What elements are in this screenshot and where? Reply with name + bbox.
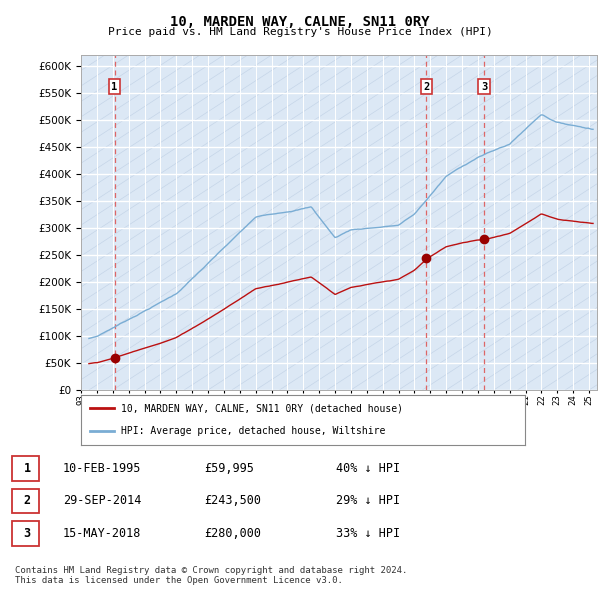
Text: £280,000: £280,000 (204, 527, 261, 540)
Text: 29-SEP-2014: 29-SEP-2014 (63, 494, 142, 507)
Text: 10-FEB-1995: 10-FEB-1995 (63, 462, 142, 475)
Text: HPI: Average price, detached house, Wiltshire: HPI: Average price, detached house, Wilt… (121, 427, 385, 437)
Text: 2: 2 (23, 494, 31, 507)
Text: 3: 3 (481, 82, 487, 92)
Text: £59,995: £59,995 (204, 462, 254, 475)
Text: 33% ↓ HPI: 33% ↓ HPI (336, 527, 400, 540)
Text: 1: 1 (23, 462, 31, 475)
Text: 1: 1 (112, 82, 118, 92)
Text: Price paid vs. HM Land Registry's House Price Index (HPI): Price paid vs. HM Land Registry's House … (107, 27, 493, 37)
Text: Contains HM Land Registry data © Crown copyright and database right 2024.
This d: Contains HM Land Registry data © Crown c… (15, 566, 407, 585)
Text: 29% ↓ HPI: 29% ↓ HPI (336, 494, 400, 507)
Text: 40% ↓ HPI: 40% ↓ HPI (336, 462, 400, 475)
Text: 10, MARDEN WAY, CALNE, SN11 0RY: 10, MARDEN WAY, CALNE, SN11 0RY (170, 15, 430, 29)
Text: 3: 3 (23, 527, 31, 540)
Text: 10, MARDEN WAY, CALNE, SN11 0RY (detached house): 10, MARDEN WAY, CALNE, SN11 0RY (detache… (121, 403, 403, 413)
Text: 15-MAY-2018: 15-MAY-2018 (63, 527, 142, 540)
Text: 2: 2 (423, 82, 430, 92)
Text: £243,500: £243,500 (204, 494, 261, 507)
